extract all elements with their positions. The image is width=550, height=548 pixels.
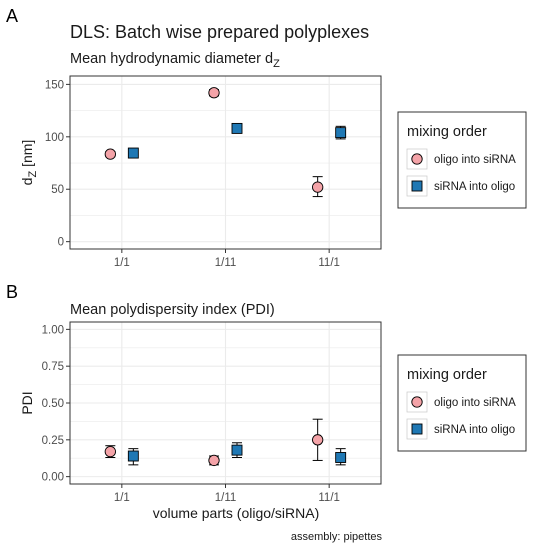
panel-b: B Mean polydispersity index (PDI) 0.00 0.… bbox=[6, 282, 527, 504]
data-point-square bbox=[231, 444, 243, 456]
x-axis-title: volume parts (oligo/siRNA) bbox=[153, 505, 320, 521]
panel-b-letter: B bbox=[6, 282, 18, 302]
data-point-square bbox=[127, 450, 139, 462]
data-point-circle bbox=[208, 454, 220, 467]
panel-a: A DLS: Batch wise prepared polyplexes Me… bbox=[6, 6, 527, 269]
x-tick-label: 1/1 bbox=[114, 492, 130, 504]
data-point-square bbox=[335, 127, 347, 139]
panel-a-subtitle-sub: Z bbox=[273, 58, 280, 70]
figure-title: DLS: Batch wise prepared polyplexes bbox=[70, 22, 369, 42]
x-tick-label: 1/11 bbox=[215, 492, 237, 504]
y-axis-title: PDI bbox=[19, 391, 35, 414]
data-point-circle bbox=[312, 181, 324, 193]
legend-label: oligo into siRNA bbox=[434, 154, 516, 166]
x-tick-label: 1/11 bbox=[215, 257, 237, 269]
x-tick-label: 1/1 bbox=[114, 257, 130, 269]
legend-square-marker bbox=[411, 423, 423, 435]
legend-square-marker bbox=[411, 180, 423, 192]
legend-circle-marker bbox=[411, 396, 423, 408]
y-tick-label: 0.75 bbox=[42, 361, 64, 373]
data-point-circle bbox=[104, 445, 116, 458]
y-tick-label: 150 bbox=[45, 79, 64, 91]
y-tick-label: 1.00 bbox=[42, 324, 64, 336]
y-axis-title-subscript: Z bbox=[27, 171, 39, 178]
y-tick-label: 0 bbox=[58, 237, 64, 249]
legend-label: oligo into siRNA bbox=[434, 397, 516, 409]
legend-title: mixing order bbox=[407, 124, 487, 140]
y-tick-label: 50 bbox=[51, 184, 64, 196]
panel-border bbox=[69, 75, 382, 250]
y-tick-label: 0.00 bbox=[42, 472, 64, 484]
legend-label: siRNA into oligo bbox=[434, 424, 515, 436]
data-point-circle bbox=[208, 87, 220, 99]
y-axis-title-main: PDI bbox=[19, 391, 35, 414]
x-tick-label: 11/1 bbox=[318, 257, 340, 269]
panel-a-subtitle-main: Mean hydrodynamic diameter d bbox=[70, 51, 273, 67]
y-tick-label: 100 bbox=[45, 132, 64, 144]
panel-a-subtitle: Mean hydrodynamic diameter dZ bbox=[70, 51, 280, 70]
legend-circle-marker bbox=[411, 153, 423, 165]
y-axis-title-unit: [nm] bbox=[19, 140, 35, 171]
legend-label: siRNA into oligo bbox=[434, 181, 515, 193]
data-point-square bbox=[231, 122, 243, 134]
y-axis-title: dZ [nm] bbox=[19, 140, 39, 186]
x-tick-label: 11/1 bbox=[318, 492, 340, 504]
panel-border bbox=[69, 321, 382, 485]
panel-a-letter: A bbox=[6, 6, 18, 26]
y-tick-label: 0.25 bbox=[42, 435, 64, 447]
panel-b-subtitle: Mean polydispersity index (PDI) bbox=[70, 302, 275, 318]
data-point-circle bbox=[104, 148, 116, 160]
data-point-square bbox=[335, 452, 347, 463]
legend-title: mixing order bbox=[407, 367, 487, 383]
caption: assembly: pipettes bbox=[291, 531, 383, 543]
y-axis-title-main: d bbox=[19, 178, 35, 186]
y-tick-label: 0.50 bbox=[42, 398, 64, 410]
data-point-square bbox=[127, 147, 139, 159]
data-point-circle bbox=[312, 434, 324, 446]
